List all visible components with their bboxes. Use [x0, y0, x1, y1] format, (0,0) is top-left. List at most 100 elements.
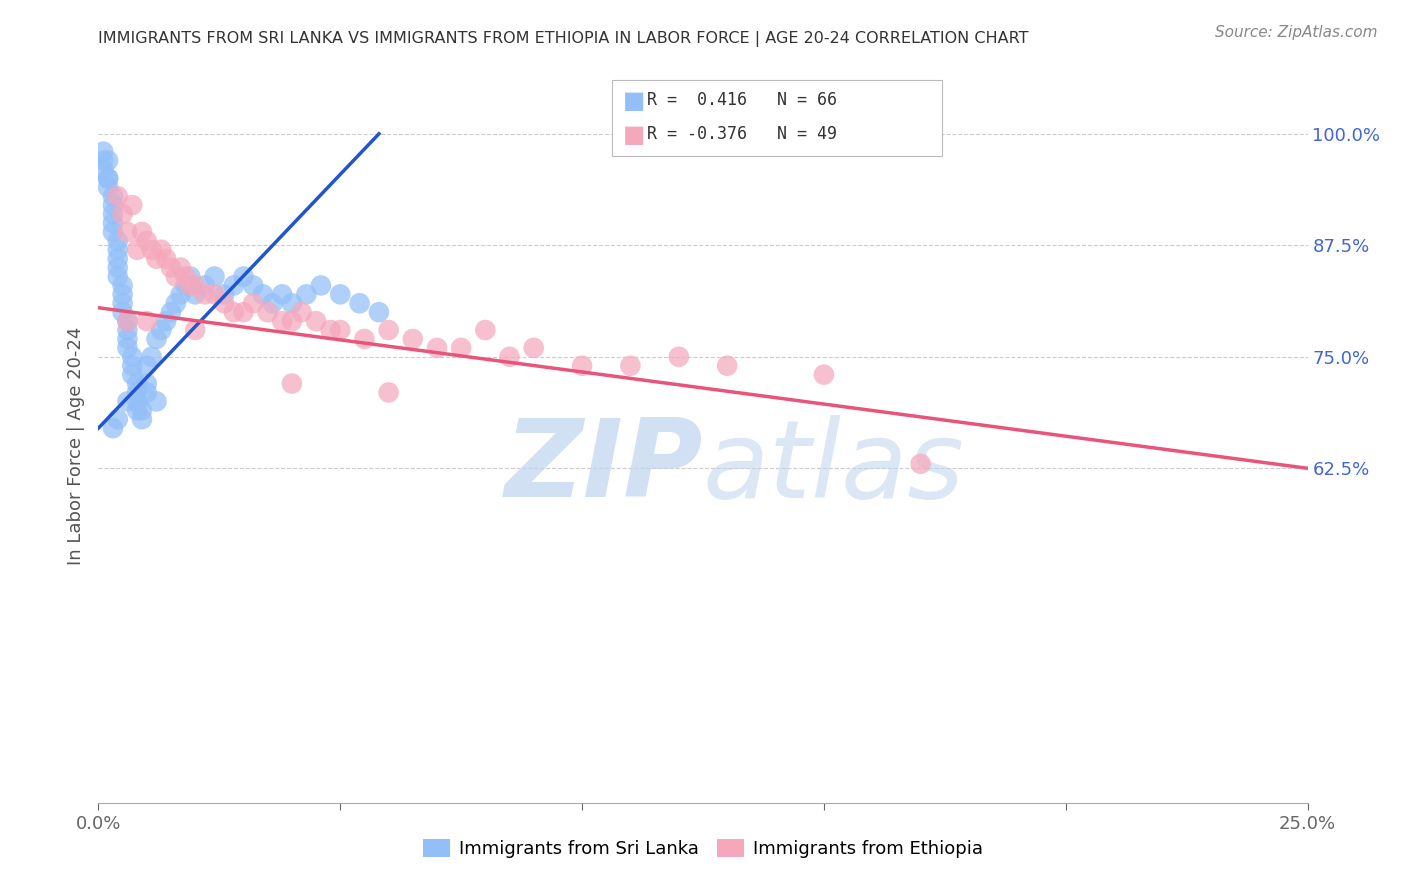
Point: [117, 341, 139, 355]
Point: [204, 287, 226, 301]
Point: [117, 225, 139, 239]
Y-axis label: In Labor Force | Age 20-24: In Labor Force | Age 20-24: [66, 326, 84, 566]
Point: [97, 153, 120, 168]
Point: [910, 457, 932, 471]
Point: [222, 278, 245, 293]
Point: [252, 287, 274, 301]
Point: [155, 252, 177, 266]
Point: [107, 189, 129, 203]
Point: [281, 376, 304, 391]
Point: [169, 287, 191, 301]
Point: [271, 287, 294, 301]
Point: [377, 323, 399, 337]
Point: [111, 296, 134, 310]
Point: [131, 403, 153, 417]
Point: [290, 305, 312, 319]
Text: R = -0.376   N = 49: R = -0.376 N = 49: [647, 125, 837, 143]
Text: IMMIGRANTS FROM SRI LANKA VS IMMIGRANTS FROM ETHIOPIA IN LABOR FORCE | AGE 20-24: IMMIGRANTS FROM SRI LANKA VS IMMIGRANTS …: [98, 31, 1029, 47]
Point: [498, 350, 520, 364]
Text: R =  0.416   N = 66: R = 0.416 N = 66: [647, 91, 837, 109]
Point: [619, 359, 641, 373]
Point: [262, 296, 284, 310]
Point: [135, 385, 157, 400]
Point: [91, 162, 114, 177]
Point: [242, 278, 264, 293]
Point: [179, 269, 201, 284]
Text: ■: ■: [623, 123, 645, 147]
Point: [107, 243, 129, 257]
Point: [117, 314, 139, 328]
Point: [368, 305, 391, 319]
Point: [165, 296, 187, 310]
Point: [212, 287, 235, 301]
Point: [107, 412, 129, 426]
Point: [107, 234, 129, 248]
Point: [111, 278, 134, 293]
Point: [813, 368, 835, 382]
Point: [145, 252, 167, 266]
Point: [117, 314, 139, 328]
Point: [281, 296, 304, 310]
Point: [377, 385, 399, 400]
Point: [426, 341, 449, 355]
Point: [194, 278, 217, 293]
Point: [402, 332, 425, 346]
Point: [121, 350, 143, 364]
Point: [107, 260, 129, 275]
Point: [141, 243, 163, 257]
Point: [281, 314, 304, 328]
Text: Source: ZipAtlas.com: Source: ZipAtlas.com: [1215, 25, 1378, 40]
Point: [111, 207, 134, 221]
Point: [135, 234, 157, 248]
Point: [179, 278, 201, 293]
Point: [97, 171, 120, 186]
Point: [107, 252, 129, 266]
Point: [194, 287, 217, 301]
Point: [101, 216, 124, 230]
Point: [121, 368, 143, 382]
Point: [117, 332, 139, 346]
Point: [523, 341, 546, 355]
Point: [111, 305, 134, 319]
Point: [174, 278, 197, 293]
Point: [101, 421, 124, 435]
Point: [184, 323, 207, 337]
Point: [242, 296, 264, 310]
Text: atlas: atlas: [703, 415, 965, 520]
Point: [111, 287, 134, 301]
Point: [91, 145, 114, 159]
Point: [150, 323, 173, 337]
Point: [716, 359, 738, 373]
Point: [150, 243, 173, 257]
Point: [305, 314, 328, 328]
Point: [160, 305, 183, 319]
Point: [117, 323, 139, 337]
Point: [353, 332, 375, 346]
Point: [127, 243, 149, 257]
Point: [212, 296, 235, 310]
Point: [174, 269, 197, 284]
Point: [127, 385, 149, 400]
Point: [117, 394, 139, 409]
Point: [165, 269, 187, 284]
Point: [160, 260, 183, 275]
Point: [101, 207, 124, 221]
Point: [127, 376, 149, 391]
Point: [309, 278, 332, 293]
Point: [474, 323, 496, 337]
Point: [349, 296, 371, 310]
Legend: Immigrants from Sri Lanka, Immigrants from Ethiopia: Immigrants from Sri Lanka, Immigrants fr…: [416, 831, 990, 865]
Point: [271, 314, 294, 328]
Point: [121, 359, 143, 373]
Point: [319, 323, 342, 337]
Point: [204, 269, 226, 284]
Point: [668, 350, 690, 364]
Point: [121, 198, 143, 212]
Point: [184, 287, 207, 301]
Point: [450, 341, 472, 355]
Point: [169, 260, 191, 275]
Point: [127, 394, 149, 409]
Point: [145, 394, 167, 409]
Point: [222, 305, 245, 319]
Text: ZIP: ZIP: [505, 415, 703, 520]
